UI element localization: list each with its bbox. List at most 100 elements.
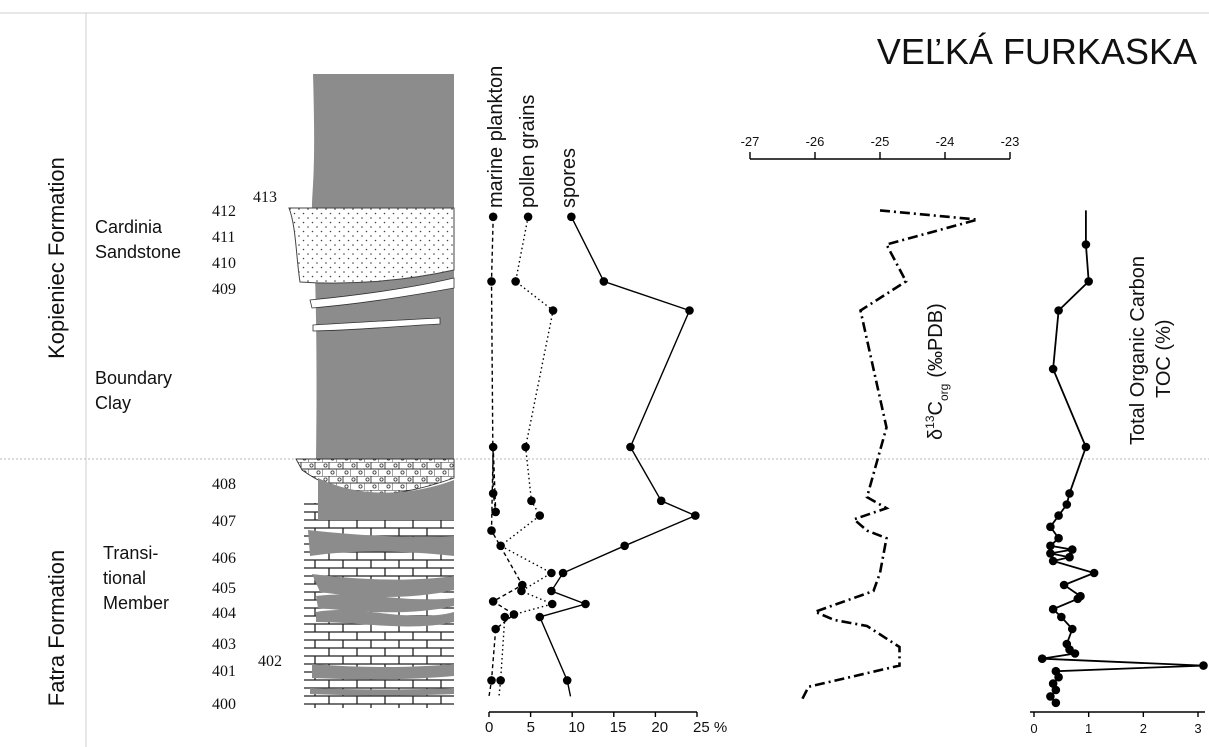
clay-interbed-407 — [308, 530, 454, 556]
data-point-toc — [1081, 442, 1091, 452]
data-point-spores — [656, 496, 666, 506]
series-line-delta13c — [800, 209, 978, 701]
data-point-marine-plankton — [487, 277, 496, 286]
data-point-toc — [1051, 685, 1061, 695]
delta-axis-label: δ13Corg(‰PDB) — [923, 303, 951, 440]
data-point-spores — [535, 612, 545, 622]
delta13c-x-axis: -27 -26 -25 -24 -23 — [741, 134, 1020, 160]
data-point-toc — [1199, 661, 1208, 670]
data-point-toc — [1051, 698, 1061, 708]
data-point-pollen-grains — [547, 568, 556, 578]
limestone-lens — [312, 317, 441, 332]
data-point-toc — [1048, 604, 1058, 614]
toc-axis-label-line2: TOC (%) — [1153, 319, 1175, 398]
data-point-toc — [1089, 568, 1099, 578]
data-point-pollen-grains — [511, 277, 520, 286]
data-point-marine-plankton — [488, 597, 498, 606]
data-point-pollen-grains — [496, 676, 505, 685]
data-point-toc — [1054, 533, 1063, 543]
palynology-tick-label: 25 % — [693, 719, 727, 736]
data-point-marine-plankton — [488, 442, 498, 452]
data-point-marine-plankton — [488, 489, 498, 498]
bed-number-label: 411 — [212, 229, 235, 246]
data-point-pollen-grains — [548, 306, 558, 315]
series-label-marine-plankton: marine plankton — [485, 66, 507, 208]
data-point-toc — [1084, 277, 1093, 286]
data-point-pollen-grains — [535, 511, 545, 520]
member-label-boundary-line1: Boundary — [95, 368, 172, 388]
member-label-cardinia-line2: Sandstone — [95, 242, 181, 262]
toc-tick-label: 1 — [1085, 721, 1092, 736]
bed-number-label: 410 — [212, 255, 236, 272]
bed-number-label: 403 — [212, 636, 236, 653]
clay-interbed-406 — [312, 574, 454, 597]
data-point-pollen-grains — [500, 612, 510, 622]
data-point-marine-plankton — [487, 526, 496, 535]
data-point-toc — [1054, 511, 1063, 520]
data-point-pollen-grains — [517, 586, 526, 596]
toc-tick-label: 3 — [1194, 721, 1201, 736]
palynology-x-axis: 0 5 10 15 20 25 % — [485, 711, 727, 736]
data-point-toc — [1046, 541, 1055, 551]
member-label-transitional-line2: tional — [103, 568, 146, 588]
toc-tick-label: 0 — [1030, 721, 1037, 736]
data-point-toc — [1070, 649, 1080, 658]
formation-label-kopieniec: Kopieniec Formation — [44, 157, 69, 359]
toc-tick-label: 2 — [1140, 721, 1147, 736]
delta-tick-label: -25 — [871, 134, 890, 149]
data-point-spores — [558, 568, 568, 578]
sandstone-lens-1 — [309, 277, 455, 309]
data-point-toc — [1037, 654, 1047, 663]
delta-axis-unit: (‰PDB) — [925, 303, 947, 377]
bed-number-label: 408 — [212, 476, 236, 493]
bed-number-label: 406 — [212, 550, 236, 567]
member-label-transitional-line1: Transi- — [103, 543, 158, 563]
data-point-pollen-grains — [527, 496, 536, 506]
data-point-marine-plankton — [509, 610, 519, 619]
series-label-spores: spores — [558, 148, 580, 208]
bed-number-label: 404 — [212, 605, 236, 622]
data-point-toc — [1062, 500, 1072, 509]
data-point-marine-plankton — [491, 624, 500, 634]
series-line-spores — [538, 216, 698, 697]
delta13c-series — [800, 209, 978, 701]
data-point-pollen-grains — [547, 599, 557, 609]
data-point-toc — [1081, 240, 1091, 249]
data-point-toc — [1048, 556, 1058, 566]
data-point-toc — [1073, 594, 1083, 604]
clay-interbed-400 — [310, 688, 454, 696]
toc-axis-label-line1: Total Organic Carbon — [1127, 256, 1149, 445]
chart-title: VEĽKÁ FURKASKA — [877, 31, 1197, 72]
bed-number-label: 405 — [212, 580, 236, 597]
data-point-toc — [1067, 545, 1077, 554]
delta-tick-label: -26 — [806, 134, 825, 149]
series-line-pollen-grains — [498, 216, 555, 697]
member-label-boundary-line2: Clay — [95, 393, 131, 413]
lithology-column — [288, 74, 455, 708]
data-point-pollen-grains — [523, 212, 533, 222]
data-point-toc — [1046, 522, 1055, 532]
palynology-tick-label: 20 — [651, 719, 668, 736]
delta-tick-label: -27 — [741, 134, 760, 149]
palynology-tick-label: 0 — [485, 719, 493, 736]
series-label-pollen-grains: pollen grains — [517, 95, 539, 208]
data-point-spores — [626, 442, 635, 452]
delta-tick-label: -23 — [1001, 134, 1020, 149]
data-point-toc — [1057, 612, 1066, 622]
data-point-spores — [567, 212, 576, 222]
data-point-pollen-grains — [496, 541, 505, 551]
bed-number-label: 401 — [212, 663, 236, 680]
clay-interbed-405b — [316, 610, 454, 627]
series-line-marine-plankton — [488, 216, 524, 697]
bed-number-labels: 412 411 410 409 408 407 406 405 404 403 401 400 413 4… — [212, 189, 282, 713]
cardinia-sandstone — [288, 207, 455, 284]
bed-number-label: 409 — [212, 281, 236, 298]
data-point-spores — [685, 306, 694, 315]
data-point-pollen-grains — [521, 442, 530, 452]
toc-series — [1037, 210, 1208, 708]
data-point-marine-plankton — [487, 676, 496, 685]
data-point-toc — [1046, 692, 1055, 701]
data-point-toc — [1059, 580, 1069, 590]
data-point-toc — [1065, 552, 1074, 562]
